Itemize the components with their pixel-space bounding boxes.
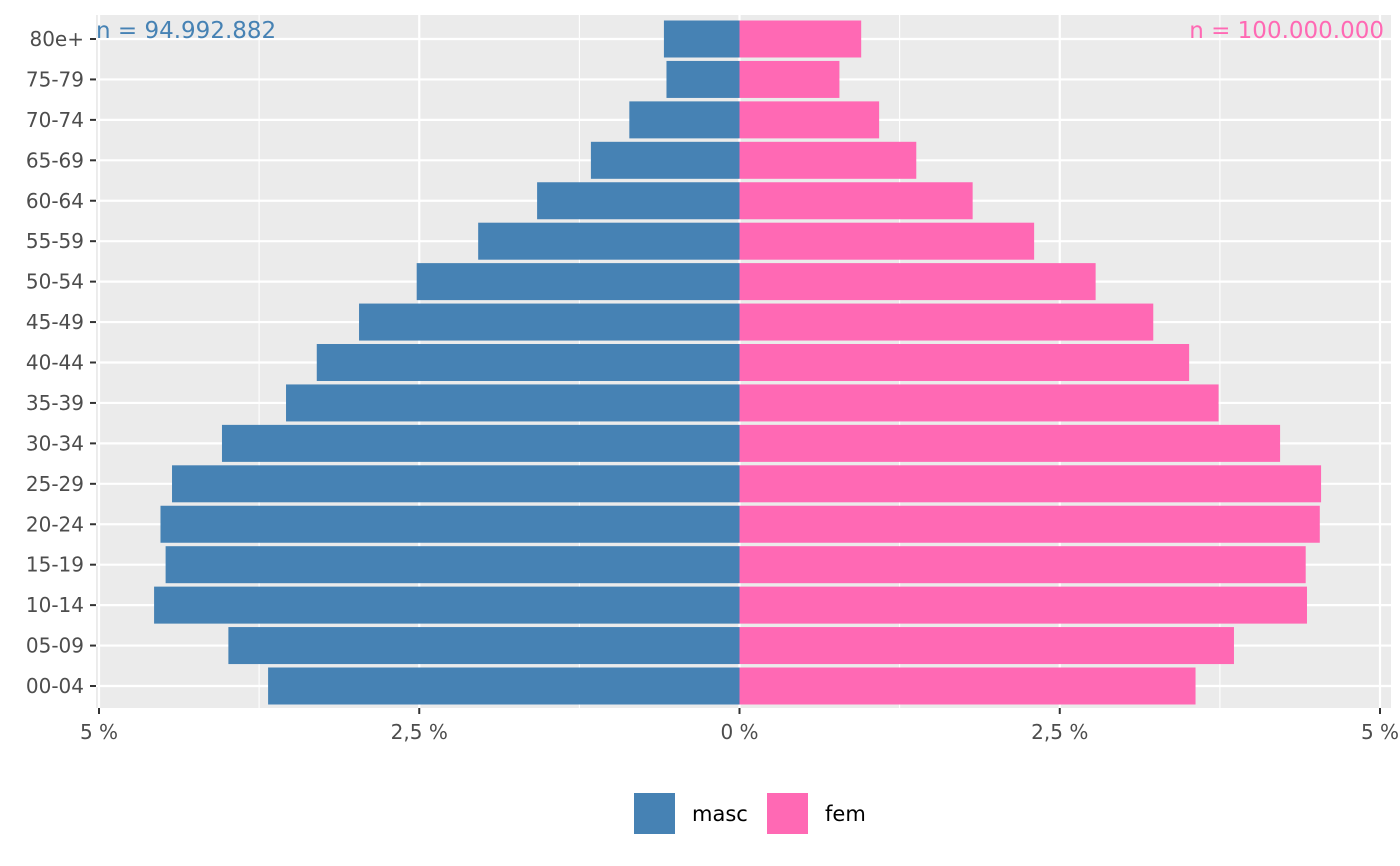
y-tick-label: 00-04	[26, 674, 84, 698]
bar-fem-10-14	[739, 586, 1307, 624]
bar-masc-35-39	[286, 384, 740, 422]
y-tick-label: 45-49	[26, 310, 84, 334]
y-tick-label: 20-24	[26, 512, 84, 536]
y-tick-label: 60-64	[26, 189, 84, 213]
bar-fem-05-09	[739, 627, 1234, 665]
bar-fem-40-44	[739, 344, 1190, 381]
bar-masc-30-34	[221, 424, 740, 462]
bar-fem-50-54	[739, 263, 1096, 301]
x-tick-label: 5 %	[80, 720, 118, 744]
y-tick-label: 05-09	[26, 634, 84, 658]
legend-key-masc	[632, 791, 677, 836]
bar-masc-55-59	[478, 222, 740, 260]
bar-fem-00-04	[739, 667, 1196, 705]
bar-masc-75-79	[666, 60, 740, 98]
y-tick-label: 80e+	[29, 27, 84, 51]
x-tick-label: 0 %	[720, 720, 758, 744]
bar-fem-70-74	[739, 101, 880, 139]
bar-fem-55-59	[739, 222, 1035, 260]
bar-fem-60-64	[739, 182, 973, 220]
annotation-n-masc: n = 94.992.882	[96, 18, 276, 44]
legend-label-masc: masc	[692, 802, 748, 826]
bar-fem-30-34	[739, 424, 1281, 462]
y-tick-label: 70-74	[26, 108, 84, 132]
legend-label-fem: fem	[825, 802, 866, 826]
bar-fem-80e+	[739, 20, 862, 58]
y-tick-label: 65-69	[26, 148, 84, 172]
bar-masc-45-49	[359, 303, 740, 341]
legend-key-fem	[765, 791, 810, 836]
y-tick-label: 50-54	[26, 270, 84, 294]
x-tick-label: 2,5 %	[391, 720, 448, 744]
bar-fem-35-39	[739, 384, 1219, 422]
y-tick-label: 35-39	[26, 391, 84, 415]
bar-fem-75-79	[739, 60, 840, 98]
annotation-n-fem: n = 100.000.000	[1189, 18, 1384, 44]
bar-masc-25-29	[172, 465, 740, 503]
bar-fem-20-24	[739, 505, 1320, 543]
y-tick-label: 40-44	[26, 351, 84, 375]
bar-masc-20-24	[160, 505, 740, 543]
bar-masc-15-19	[165, 546, 740, 584]
x-tick-label: 2,5 %	[1031, 720, 1088, 744]
bar-masc-40-44	[316, 344, 740, 381]
y-tick-label: 30-34	[26, 431, 84, 455]
bar-fem-65-69	[739, 141, 917, 179]
y-tick-label: 75-79	[26, 67, 84, 91]
bar-masc-65-69	[590, 141, 740, 179]
bar-fem-15-19	[739, 546, 1306, 584]
bar-masc-00-04	[268, 667, 740, 705]
y-tick-label: 10-14	[26, 593, 84, 617]
y-tick-label: 55-59	[26, 229, 84, 253]
bar-masc-05-09	[228, 627, 740, 665]
bar-fem-45-49	[739, 303, 1154, 341]
y-tick-label: 15-19	[26, 553, 84, 577]
bar-masc-80e+	[663, 20, 740, 58]
x-tick-label: 5 %	[1361, 720, 1399, 744]
bar-masc-60-64	[537, 182, 740, 220]
bar-fem-25-29	[739, 465, 1322, 503]
y-tick-label: 25-29	[26, 472, 84, 496]
bar-masc-10-14	[154, 586, 740, 624]
bar-masc-50-54	[416, 263, 740, 301]
bar-masc-70-74	[629, 101, 740, 139]
